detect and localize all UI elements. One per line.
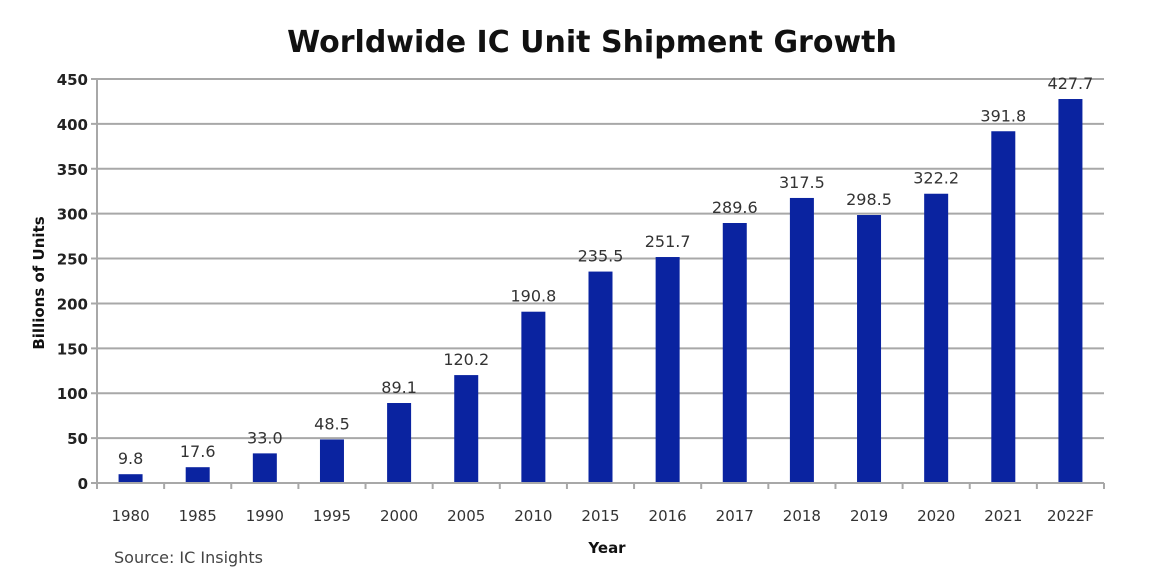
data-label: 89.1 <box>381 378 417 397</box>
y-tick-label: 200 <box>57 295 88 313</box>
x-tick-label: 2021 <box>984 507 1022 525</box>
data-label: 190.8 <box>510 287 556 306</box>
x-tick-label: 2005 <box>447 507 485 525</box>
x-tick-label: 1995 <box>313 507 351 525</box>
y-tick-label: 50 <box>67 430 88 448</box>
bar-1995 <box>319 439 344 483</box>
x-tick-label: 1985 <box>179 507 217 525</box>
y-tick-label: 400 <box>57 116 88 134</box>
data-label: 17.6 <box>180 442 216 461</box>
y-tick-label: 250 <box>57 251 88 269</box>
bar-2005 <box>454 375 479 483</box>
x-tick-label: 2010 <box>514 507 552 525</box>
x-axis-ticks: 1980 1985 1990 1995 2000 2005 2010 2015 2016 2017… <box>96 483 1105 525</box>
data-label: 120.2 <box>443 350 489 369</box>
data-label: 317.5 <box>779 173 825 192</box>
bar-2000 <box>387 403 412 483</box>
data-label: 235.5 <box>578 247 624 266</box>
bar-2017 <box>722 223 747 484</box>
bar-2020 <box>924 193 949 483</box>
bar-1990 <box>252 453 277 483</box>
x-tick-label: 2020 <box>917 507 955 525</box>
y-tick-label: 350 <box>57 161 88 179</box>
data-label: 427.7 <box>1048 74 1094 93</box>
data-labels: 9.8 17.6 33.0 48.5 89.1 120.2 190.8 235.5 251.7 2… <box>118 74 1093 468</box>
bar-1980 <box>118 474 143 483</box>
x-tick-label: 2015 <box>581 507 619 525</box>
bar-2016 <box>655 257 680 483</box>
bar-2018 <box>789 197 814 483</box>
x-tick-label: 2019 <box>850 507 888 525</box>
y-tick-label: 300 <box>57 206 88 224</box>
data-label: 289.6 <box>712 198 758 217</box>
bar-2015 <box>588 271 613 483</box>
y-tick-label: 150 <box>57 340 88 358</box>
bar-2022F <box>1058 99 1083 483</box>
x-tick-label: 2016 <box>649 507 687 525</box>
data-label: 33.0 <box>247 428 283 447</box>
data-label: 48.5 <box>314 414 350 433</box>
x-tick-label: 2022F <box>1047 507 1094 525</box>
x-tick-label: 2018 <box>783 507 821 525</box>
bars <box>118 99 1083 484</box>
y-tick-label: 450 <box>57 71 88 89</box>
x-tick-label: 1990 <box>246 507 284 525</box>
bar-2010 <box>521 311 546 483</box>
x-axis-label: Year <box>587 539 626 557</box>
data-label: 298.5 <box>846 190 892 209</box>
data-label: 251.7 <box>645 232 691 251</box>
y-tick-label: 0 <box>78 475 88 493</box>
y-axis-label: Billions of Units <box>30 216 48 349</box>
data-label: 391.8 <box>980 106 1026 125</box>
y-axis-ticks: 0 50 100 150 200 250 300 350 400 450 <box>57 71 88 493</box>
bar-1985 <box>185 467 210 483</box>
bar-2019 <box>857 215 882 483</box>
x-tick-label: 2000 <box>380 507 418 525</box>
data-label: 9.8 <box>118 449 143 468</box>
x-tick-label: 2017 <box>716 507 754 525</box>
chart-title: Worldwide IC Unit Shipment Growth <box>287 25 897 60</box>
source-note: Source: IC Insights <box>114 548 263 567</box>
y-tick-label: 100 <box>57 385 88 403</box>
data-label: 322.2 <box>913 169 959 188</box>
x-tick-label: 1980 <box>111 507 149 525</box>
bar-2021 <box>991 131 1016 483</box>
